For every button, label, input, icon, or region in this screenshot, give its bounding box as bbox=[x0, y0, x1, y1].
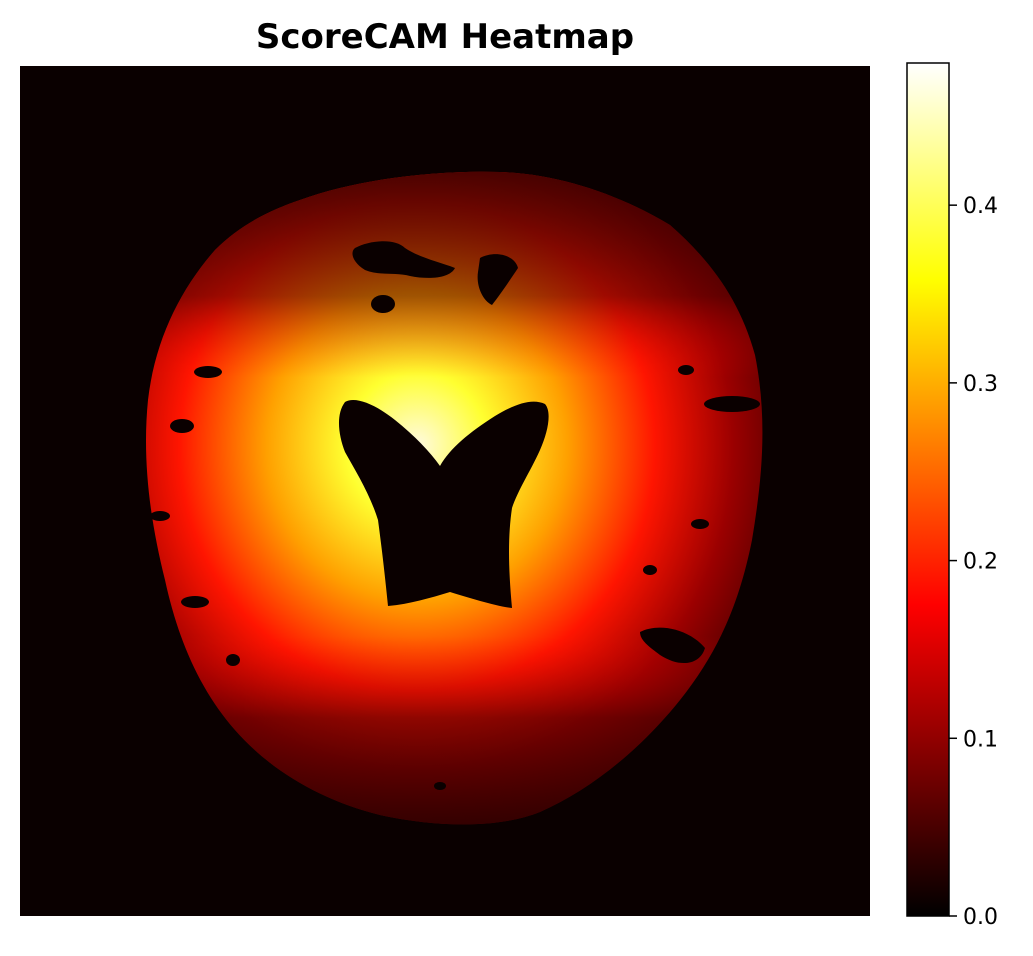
colorbar-gradient bbox=[907, 63, 949, 916]
colorbar-tick-label: 0.3 bbox=[963, 372, 998, 397]
colorbar-tick-label: 0.1 bbox=[963, 727, 998, 752]
colorbar-frame bbox=[906, 62, 950, 917]
colorbar-ticks: 0.0 0.1 0.2 0.3 0.4 bbox=[949, 194, 998, 930]
colorbar-tick-label: 0.2 bbox=[963, 550, 998, 575]
colorbar-tick-label: 0.4 bbox=[963, 194, 998, 219]
chart-title: ScoreCAM Heatmap bbox=[256, 17, 634, 57]
heatmap-plot bbox=[20, 66, 870, 916]
speckle-holes bbox=[150, 241, 760, 790]
central-mask-region bbox=[338, 400, 549, 608]
colorbar: 0.0 0.1 0.2 0.3 0.4 bbox=[906, 62, 998, 930]
colorbar-tick-label: 0.0 bbox=[963, 905, 998, 930]
